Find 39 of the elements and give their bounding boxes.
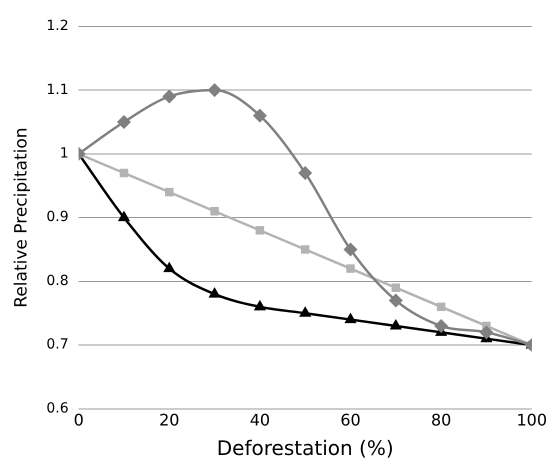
y-tick-label: 0.7	[46, 336, 69, 353]
point	[254, 300, 266, 310]
point	[165, 188, 174, 196]
point	[163, 262, 176, 272]
y-tick-label: 0.6	[46, 400, 69, 416]
point	[479, 325, 494, 340]
y-tick-label: 1	[60, 146, 69, 162]
x-tick-label: 100	[516, 410, 548, 430]
point	[346, 264, 355, 273]
point	[392, 283, 400, 292]
x-tick-label: 20	[159, 410, 180, 430]
point	[434, 318, 448, 333]
point	[344, 242, 358, 256]
point	[299, 306, 312, 317]
point	[208, 287, 221, 298]
y-axis-title: Relative Precipitation	[12, 127, 32, 308]
point	[388, 293, 403, 308]
y-tick-label: 0.8	[46, 272, 69, 289]
x-axis-title: Deforestation (%)	[216, 436, 394, 460]
point	[252, 108, 267, 123]
point	[436, 302, 446, 312]
point	[344, 312, 357, 324]
point	[298, 166, 312, 180]
y-tick-label: 1.2	[46, 18, 69, 34]
point	[210, 206, 219, 216]
point	[116, 115, 131, 129]
point	[120, 168, 128, 178]
x-tick-label: 80	[430, 410, 452, 430]
point	[256, 226, 264, 235]
point	[118, 210, 130, 222]
point	[300, 245, 310, 254]
x-tick-label: 40	[250, 410, 270, 430]
x-tick-label: 60	[340, 410, 361, 430]
point	[208, 83, 222, 98]
x-tick-label: 0	[74, 410, 84, 430]
y-tick-label: 0.9	[46, 209, 69, 226]
point	[390, 318, 402, 330]
y-tick-label: 1.1	[46, 82, 69, 98]
point	[162, 90, 176, 104]
